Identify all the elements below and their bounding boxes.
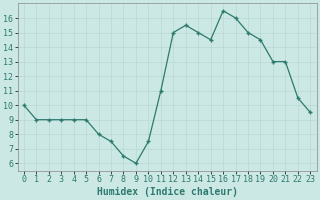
X-axis label: Humidex (Indice chaleur): Humidex (Indice chaleur) [97,186,237,197]
